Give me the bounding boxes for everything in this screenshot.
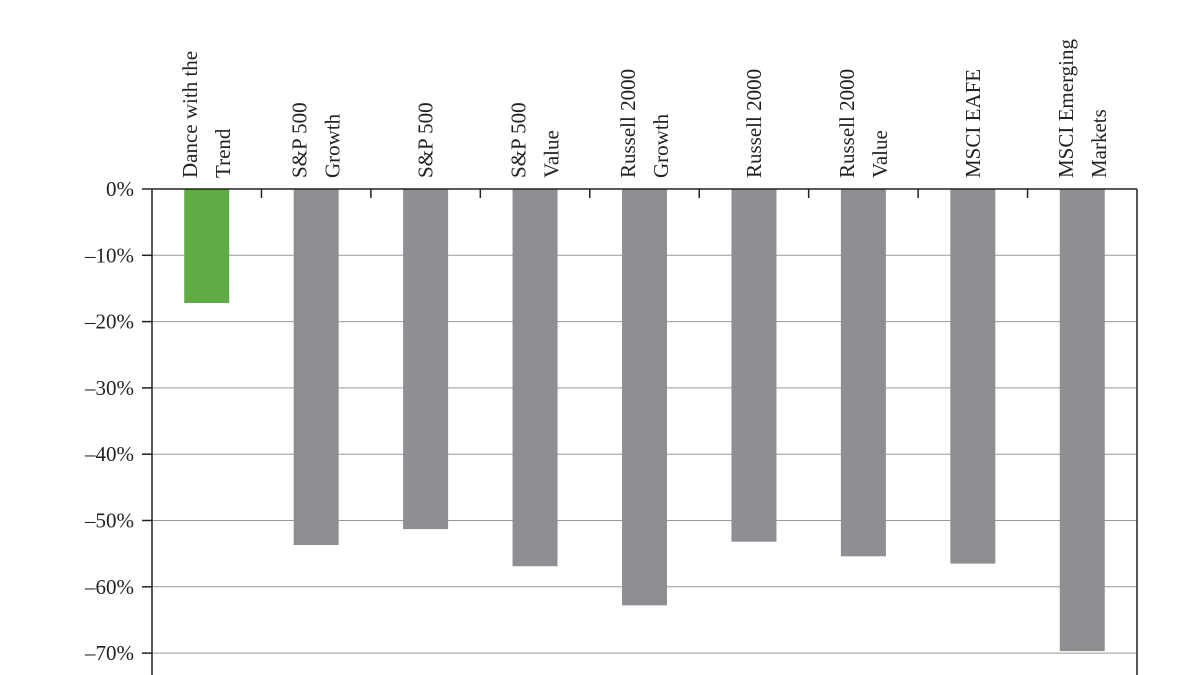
category-label-line: Russell 2000: [742, 69, 766, 178]
category-label-line: S&P 500: [414, 102, 438, 178]
category-label-line: Russell 2000: [835, 69, 859, 178]
category-label-line: MSCI EAFE: [961, 69, 985, 178]
category-label-line: Growth: [649, 113, 673, 178]
bar: [293, 189, 339, 546]
bar: [1059, 189, 1105, 652]
y-tick-label: 0%: [106, 177, 134, 201]
y-tick-labels: 0% –10% –20% –30% –40% –50% –60% –70%: [84, 177, 134, 665]
category-label: Russell 2000 Value: [835, 69, 892, 178]
bar: [512, 189, 558, 567]
y-tick-label: –50%: [84, 509, 134, 533]
y-tick-label: –70%: [84, 641, 134, 665]
category-label: MSCI Emerging Markets: [1054, 38, 1111, 178]
bar: [840, 189, 886, 557]
category-labels: Dance with the Trend S&P 500 Growth S&P 500 S…: [178, 38, 1111, 178]
category-label: Dance with the Trend: [178, 51, 235, 178]
category-label-line: Markets: [1087, 109, 1111, 178]
y-tick-label: –60%: [84, 575, 134, 599]
axes: [142, 188, 1138, 675]
bar: [403, 189, 449, 530]
category-label-line: S&P 500: [288, 102, 312, 178]
category-label-line: Russell 2000: [616, 69, 640, 178]
category-label-line: Value: [868, 130, 892, 178]
category-label: S&P 500: [414, 102, 438, 178]
bar: [731, 189, 777, 542]
category-label-line: Value: [540, 130, 564, 178]
bar: [950, 189, 996, 564]
y-tick-label: –30%: [84, 376, 134, 400]
category-label: Russell 2000: [742, 69, 766, 178]
category-label: Russell 2000 Growth: [616, 69, 673, 178]
bar: [622, 189, 667, 606]
category-label-line: S&P 500: [507, 102, 531, 178]
category-label-line: Trend: [211, 128, 235, 178]
category-label-line: MSCI Emerging: [1054, 38, 1078, 178]
y-tick-label: –40%: [84, 442, 134, 466]
category-label-line: Dance with the: [178, 51, 202, 178]
bars: [184, 189, 1105, 652]
bar: [184, 189, 230, 304]
y-tick-label: –20%: [84, 310, 134, 334]
category-label: MSCI EAFE: [961, 69, 985, 178]
y-tick-label: –10%: [84, 243, 134, 267]
category-label: S&P 500 Value: [507, 102, 564, 178]
category-label: S&P 500 Growth: [288, 102, 345, 178]
category-label-line: Growth: [321, 113, 345, 178]
